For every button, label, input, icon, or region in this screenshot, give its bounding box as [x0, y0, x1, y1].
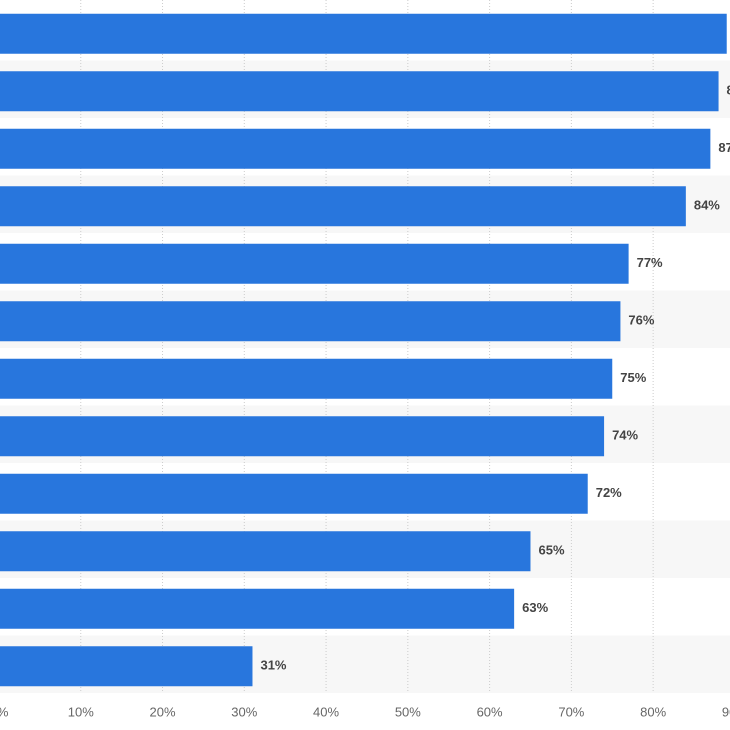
value-label: 87%	[718, 140, 730, 155]
x-tick-label: 30%	[231, 704, 257, 719]
x-tick-label: 90%	[722, 704, 730, 719]
value-label: 65%	[538, 543, 564, 558]
x-tick-label: 10%	[68, 704, 94, 719]
value-label: 88%	[727, 83, 730, 98]
value-label: 76%	[628, 313, 654, 328]
bar	[0, 473, 588, 514]
bar	[0, 71, 719, 112]
bar	[0, 646, 253, 687]
bar	[0, 301, 621, 342]
value-label: 74%	[612, 428, 638, 443]
bar	[0, 243, 629, 284]
value-label: 84%	[694, 198, 720, 213]
bar	[0, 13, 727, 54]
value-label: 72%	[596, 485, 622, 500]
x-tick-label: 70%	[558, 704, 584, 719]
bar	[0, 416, 605, 457]
x-tick-label: 50%	[395, 704, 421, 719]
x-tick-label: 60%	[477, 704, 503, 719]
bar	[0, 358, 613, 399]
value-label: 63%	[522, 600, 548, 615]
bar	[0, 186, 686, 227]
value-label: 31%	[260, 658, 286, 673]
x-tick-label: 20%	[150, 704, 176, 719]
bar	[0, 531, 531, 572]
value-label: 77%	[637, 255, 663, 270]
bar	[0, 128, 711, 169]
value-label: 75%	[620, 370, 646, 385]
bar	[0, 588, 515, 629]
x-tick-label: 40%	[313, 704, 339, 719]
x-tick-label: 80%	[640, 704, 666, 719]
x-tick-label: 0%	[0, 704, 9, 719]
